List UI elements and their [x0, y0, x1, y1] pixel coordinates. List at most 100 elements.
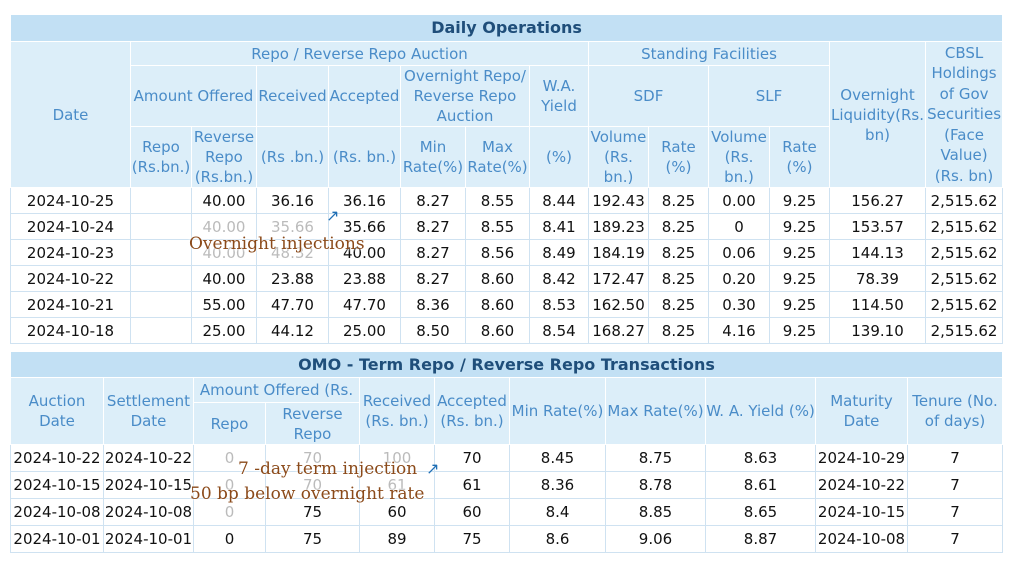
cell-wa-yield: 8.41: [529, 213, 589, 240]
cell-slf-rate: 9.25: [769, 187, 830, 214]
cell-repo: [130, 187, 192, 214]
cell-cbsl-holdings: 2,515.62: [924, 187, 1004, 214]
table-row: 2024-10-01 2024-10-01 0 75 89 75 8.6 9.0…: [10, 525, 1004, 553]
header-repo-auction: Repo / Reverse Repo Auction: [130, 41, 589, 66]
cell-reverse-repo: 55.00: [191, 291, 257, 318]
header-amount-offered: Amount Offered: [130, 65, 257, 127]
cell-accepted: 60: [434, 498, 510, 526]
cell-wa-yield: 8.49: [529, 239, 589, 266]
cell-maturity-date: 2024-10-15: [815, 498, 908, 526]
cell-overnight-liquidity: 78.39: [829, 265, 926, 292]
daily-rows: 2024-10-25 40.00 36.16 36.16 8.27 8.55 8…: [10, 187, 1004, 344]
cell-max-rate: 9.06: [605, 525, 706, 553]
header-received: Received: [256, 65, 329, 127]
cell-max-rate: 8.60: [465, 291, 530, 318]
cell-overnight-liquidity: 114.50: [829, 291, 926, 318]
header-max-rate: Max Rate(%): [465, 126, 530, 188]
cell-sdf-rate: 8.25: [648, 239, 709, 266]
cell-overnight-liquidity: 156.27: [829, 187, 926, 214]
cell-sdf-volume: 184.19: [588, 239, 649, 266]
cell-reverse-repo: 40.00: [191, 187, 257, 214]
omo-term-repo-table: OMO - Term Repo / Reverse Repo Transacti…: [9, 351, 1004, 553]
cell-tenure: 7: [906, 471, 1004, 499]
cell-date: 2024-10-21: [10, 291, 131, 318]
cell-reverse-repo: 40.00: [191, 265, 257, 292]
header-date: Date: [10, 41, 131, 188]
cell-sdf-rate: 8.25: [648, 317, 709, 344]
header-max-rate: Max Rate(%): [605, 377, 706, 445]
cell-min-rate: 8.27: [400, 239, 466, 266]
cell-sdf-volume: 189.23: [588, 213, 649, 240]
cell-received: 47.70: [256, 291, 329, 318]
table-row: 2024-10-25 40.00 36.16 36.16 8.27 8.55 8…: [10, 187, 1004, 214]
cell-sdf-volume: 192.43: [588, 187, 649, 214]
cell-max-rate: 8.56: [465, 239, 530, 266]
cell-repo: 0: [193, 471, 266, 499]
cell-accepted: 40.00: [328, 239, 401, 266]
cell-sdf-volume: 168.27: [588, 317, 649, 344]
cell-max-rate: 8.55: [465, 213, 530, 240]
table-row: 2024-10-22 40.00 23.88 23.88 8.27 8.60 8…: [10, 265, 1004, 292]
cell-slf-rate: 9.25: [769, 239, 830, 266]
header-overnight-liquidity: Overnight Liquidity(Rs. bn): [829, 41, 926, 188]
cell-cbsl-holdings: 2,515.62: [924, 213, 1004, 240]
cell-sdf-volume: 162.50: [588, 291, 649, 318]
cell-auction-date: 2024-10-01: [10, 525, 104, 553]
cell-repo: [130, 317, 192, 344]
header-accepted: Accepted (Rs. bn.): [434, 377, 510, 445]
cell-wa-yield: 8.61: [705, 471, 816, 499]
header-maturity-date: Maturity Date: [815, 377, 908, 445]
cell-date: 2024-10-25: [10, 187, 131, 214]
table-row: 2024-10-22 2024-10-22 0 70 100 70 8.45 8…: [10, 444, 1004, 472]
cell-auction-date: 2024-10-22: [10, 444, 104, 472]
header-sdf-volume: Volume (Rs. bn.): [588, 126, 649, 188]
cell-wa-yield: 8.87: [705, 525, 816, 553]
table-row: 2024-10-15 2024-10-15 0 70 61 61 8.36 8.…: [10, 471, 1004, 499]
arrow-up-right-icon: ↗: [326, 206, 340, 225]
cell-sdf-rate: 8.25: [648, 291, 709, 318]
cell-accepted: 36.16: [328, 187, 401, 214]
annotation-overnight-injections: Overnight injections: [189, 234, 365, 254]
cell-overnight-liquidity: 144.13: [829, 239, 926, 266]
header-min-rate: Min Rate(%): [400, 126, 466, 188]
cell-min-rate: 8.27: [400, 265, 466, 292]
header-min-rate: Min Rate(%): [509, 377, 606, 445]
cell-repo: [130, 213, 192, 240]
cell-accepted: 70: [434, 444, 510, 472]
cell-min-rate: 8.6: [509, 525, 606, 553]
cell-wa-yield: 8.53: [529, 291, 589, 318]
cell-slf-rate: 9.25: [769, 317, 830, 344]
cell-max-rate: 8.75: [605, 444, 706, 472]
cell-min-rate: 8.45: [509, 444, 606, 472]
cell-wa-yield: 8.65: [705, 498, 816, 526]
cell-accepted: 75: [434, 525, 510, 553]
cell-sdf-rate: 8.25: [648, 265, 709, 292]
cell-wa-yield: 8.63: [705, 444, 816, 472]
cell-max-rate: 8.78: [605, 471, 706, 499]
cell-settlement-date: 2024-10-01: [103, 525, 194, 553]
omo-title: OMO - Term Repo / Reverse Repo Transacti…: [9, 351, 1004, 378]
cell-min-rate: 8.36: [400, 291, 466, 318]
cell-slf-volume: 0.06: [708, 239, 770, 266]
cell-slf-volume: 0.20: [708, 265, 770, 292]
header-tenure: Tenure (No. of days): [906, 377, 1004, 445]
cell-slf-volume: 0.00: [708, 187, 770, 214]
cell-overnight-liquidity: 139.10: [829, 317, 926, 344]
cell-cbsl-holdings: 2,515.62: [924, 265, 1004, 292]
omo-rows: 2024-10-22 2024-10-22 0 70 100 70 8.45 8…: [10, 444, 1004, 553]
cell-received: 89: [359, 525, 435, 553]
header-received: Received (Rs. bn.): [359, 377, 435, 445]
table-row: 2024-10-21 55.00 47.70 47.70 8.36 8.60 8…: [10, 291, 1004, 318]
cell-sdf-rate: 8.25: [648, 187, 709, 214]
cell-accepted: 25.00: [328, 317, 401, 344]
cell-reverse-repo: 40.00: [191, 239, 257, 266]
cell-auction-date: 2024-10-15: [10, 471, 104, 499]
header-slf: SLF: [708, 65, 830, 127]
cell-maturity-date: 2024-10-08: [815, 525, 908, 553]
header-sdf: SDF: [588, 65, 709, 127]
header-reverse-repo: Reverse Repo (Rs.bn.): [191, 126, 257, 188]
cell-date: 2024-10-23: [10, 239, 131, 266]
header-accepted: Accepted: [328, 65, 401, 127]
table-row: 2024-10-24 40.00 35.66 35.66 8.27 8.55 8…: [10, 213, 1004, 240]
header-accepted-unit: (Rs. bn.): [328, 126, 401, 188]
